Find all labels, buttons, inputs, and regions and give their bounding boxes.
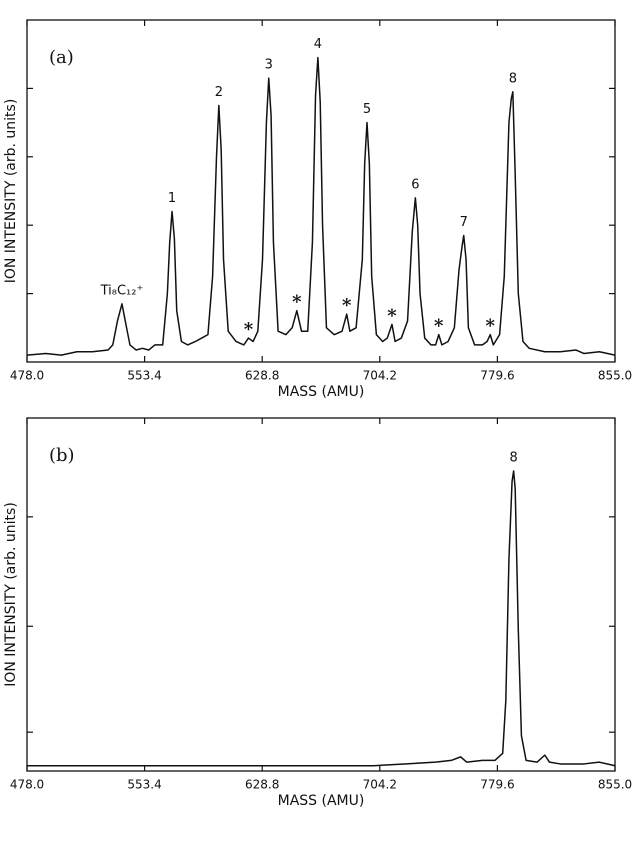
star-label: * <box>342 295 352 316</box>
x-tick-label: 553.4 <box>127 778 161 792</box>
x-tick-label: 478.0 <box>10 778 44 792</box>
x-tick-label: 779.6 <box>480 369 514 383</box>
plot-frame <box>26 417 616 772</box>
star-label: * <box>486 316 496 337</box>
peak-label: 4 <box>314 37 322 52</box>
plot-frame <box>26 19 616 363</box>
star-label: * <box>387 305 397 326</box>
panel-label: (a) <box>49 47 74 68</box>
peak-label: 6 <box>411 177 419 192</box>
star-label: * <box>244 319 254 340</box>
x-tick-label: 704.2 <box>363 778 397 792</box>
peak-label: Ti₈C₁₂⁺ <box>100 283 144 298</box>
x-axis-label: MASS (AMU) <box>278 793 365 809</box>
x-axis-label: MASS (AMU) <box>278 384 365 400</box>
peak-label: 8 <box>509 71 517 86</box>
spectrum-line <box>27 470 616 767</box>
y-axis-label: ION INTENSITY (arb. units) <box>3 502 19 687</box>
peak-label: 5 <box>363 102 371 117</box>
star-label: * <box>434 316 444 337</box>
x-tick-label: 855.0 <box>598 778 632 792</box>
peak-label: 2 <box>215 85 223 100</box>
peak-label: 1 <box>168 191 176 206</box>
x-tick-label: 855.0 <box>598 369 632 383</box>
x-tick-label: 478.0 <box>10 369 44 383</box>
peak-label: 7 <box>460 215 468 230</box>
peak-label: 8 <box>509 450 517 465</box>
star-label: * <box>292 292 302 313</box>
x-tick-label: 779.6 <box>480 778 514 792</box>
x-tick-label: 704.2 <box>363 369 397 383</box>
x-tick-label: 628.8 <box>245 369 279 383</box>
x-tick-label: 553.4 <box>127 369 161 383</box>
panel-label: (b) <box>49 445 75 466</box>
x-tick-label: 628.8 <box>245 778 279 792</box>
y-axis-label: ION INTENSITY (arb. units) <box>3 99 19 284</box>
peak-label: 3 <box>265 58 273 73</box>
spectrum-line <box>26 56 616 356</box>
